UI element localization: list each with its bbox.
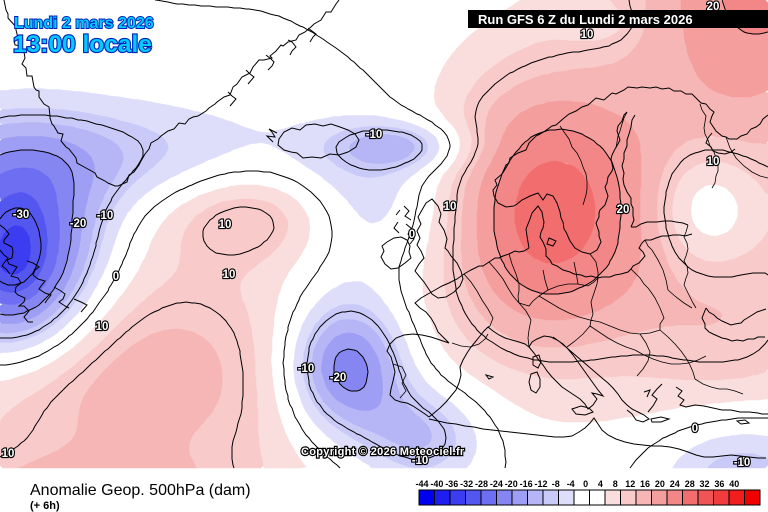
svg-text:-10: -10 [366,129,383,141]
svg-text:10: 10 [223,269,236,281]
svg-text:32: 32 [699,479,709,489]
svg-text:-32: -32 [460,479,473,489]
svg-text:0: 0 [113,271,119,283]
svg-text:-12: -12 [534,479,547,489]
svg-text:0: 0 [409,229,415,241]
svg-text:-4: -4 [567,479,575,489]
svg-text:10: 10 [96,321,109,333]
svg-text:8: 8 [613,479,618,489]
svg-text:36: 36 [714,479,724,489]
svg-text:16: 16 [640,479,650,489]
svg-text:Anomalie Geop. 500hPa (dam): Anomalie Geop. 500hPa (dam) [30,482,251,499]
svg-text:20: 20 [617,204,630,216]
svg-text:10: 10 [444,201,457,213]
svg-text:Copyright © 2026 Meteociel.fr: Copyright © 2026 Meteociel.fr [301,446,465,458]
svg-text:-8: -8 [552,479,560,489]
svg-text:-10: -10 [298,363,315,375]
svg-text:-36: -36 [445,479,458,489]
svg-text:-28: -28 [475,479,488,489]
svg-text:-10: -10 [734,457,751,469]
svg-text:10: 10 [581,29,594,41]
svg-text:12: 12 [625,479,635,489]
svg-text:-20: -20 [70,218,87,230]
svg-text:13:00 locale: 13:00 locale [13,31,152,58]
svg-text:-10: -10 [97,210,114,222]
svg-text:10: 10 [219,219,232,231]
svg-text:-30: -30 [13,209,30,221]
svg-text:10: 10 [2,448,15,460]
svg-text:24: 24 [670,479,680,489]
svg-text:10: 10 [707,156,720,168]
svg-text:40: 40 [729,479,739,489]
svg-text:-40: -40 [430,479,443,489]
svg-text:-24: -24 [490,479,503,489]
svg-text:Lundi 2 mars 2026: Lundi 2 mars 2026 [14,15,154,32]
svg-text:Run GFS 6 Z du Lundi 2 mars 20: Run GFS 6 Z du Lundi 2 mars 2026 [478,12,693,27]
svg-text:-10: -10 [412,455,429,467]
svg-text:-20: -20 [505,479,518,489]
svg-text:-16: -16 [520,479,533,489]
svg-text:0: 0 [583,479,588,489]
svg-text:28: 28 [685,479,695,489]
svg-text:0: 0 [692,423,698,435]
svg-text:-20: -20 [330,372,347,384]
svg-text:4: 4 [598,479,603,489]
svg-text:-44: -44 [415,479,428,489]
svg-text:20: 20 [655,479,665,489]
svg-text:(+ 6h): (+ 6h) [30,500,60,512]
